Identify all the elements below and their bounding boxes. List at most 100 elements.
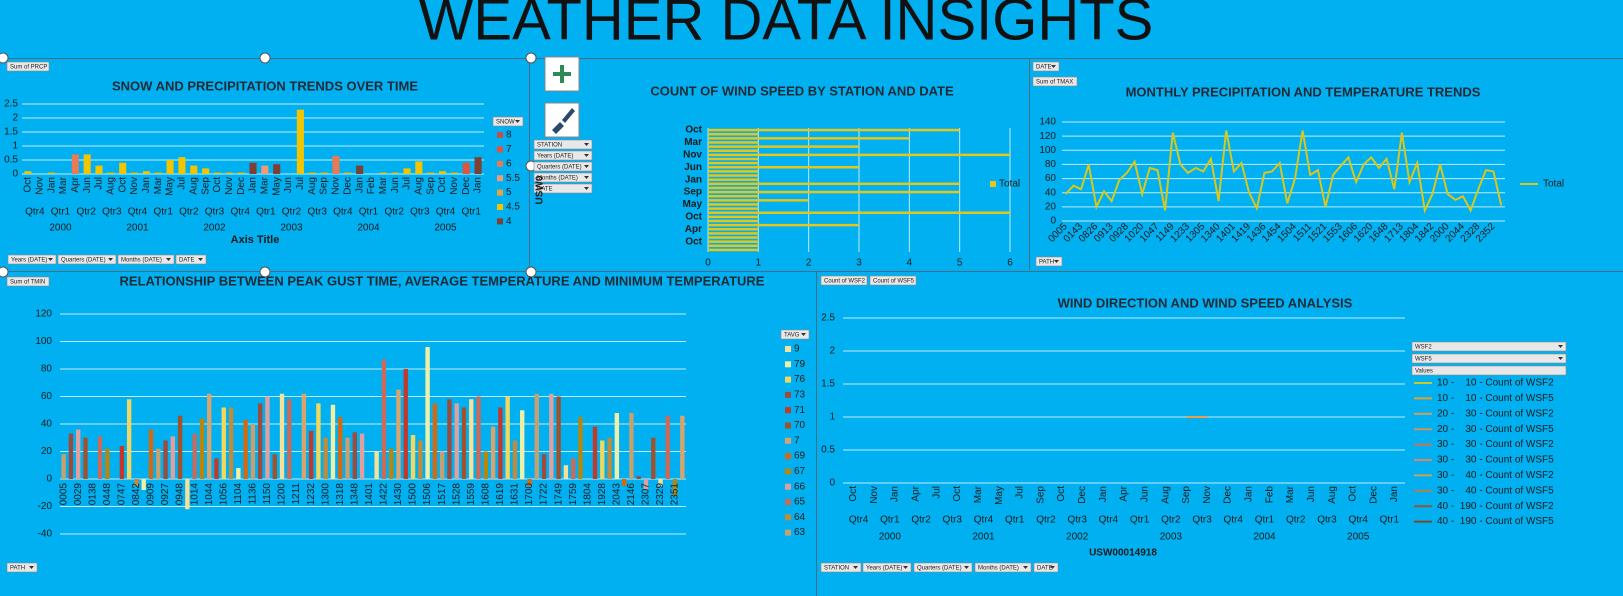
field-button-label[interactable]: STATION bbox=[537, 143, 562, 149]
bar bbox=[250, 424, 256, 479]
dropdown-arrow[interactable] bbox=[964, 566, 969, 569]
field-button[interactable] bbox=[57, 254, 117, 265]
bar bbox=[95, 165, 103, 174]
field-button-label[interactable]: SNOW bbox=[496, 120, 515, 126]
field-button[interactable] bbox=[6, 61, 50, 72]
bar bbox=[447, 399, 452, 479]
dropdown-arrow[interactable] bbox=[1050, 566, 1055, 569]
field-button[interactable] bbox=[1032, 76, 1078, 87]
field-button-label[interactable]: TAVG bbox=[784, 333, 800, 339]
field-button[interactable] bbox=[6, 276, 50, 287]
legend-label: 10 - 10 - Count of WSF5 bbox=[1437, 393, 1554, 404]
field-button[interactable] bbox=[117, 254, 175, 265]
dropdown-arrow[interactable] bbox=[853, 566, 858, 569]
field-button-label[interactable]: DATE bbox=[1037, 566, 1053, 572]
field-button-label[interactable]: Years (DATE) bbox=[537, 154, 573, 160]
field-button[interactable] bbox=[1032, 61, 1060, 72]
field-button[interactable] bbox=[1411, 353, 1567, 364]
field-button[interactable] bbox=[1033, 562, 1059, 573]
bar bbox=[425, 347, 430, 479]
field-button-label[interactable]: Months (DATE) bbox=[121, 258, 162, 264]
dropdown-arrow[interactable] bbox=[29, 566, 34, 569]
y-tick-label: 0.5 bbox=[821, 445, 835, 456]
field-button[interactable] bbox=[6, 562, 38, 573]
field-button[interactable] bbox=[869, 275, 917, 286]
x-tick-label: 1104 bbox=[233, 483, 244, 505]
dropdown-arrow[interactable] bbox=[108, 258, 113, 261]
dropdown-arrow[interactable] bbox=[801, 333, 806, 336]
bar bbox=[107, 172, 115, 174]
field-button-label[interactable]: Count of WSF2 bbox=[824, 279, 866, 285]
dropdown-arrow[interactable] bbox=[198, 258, 203, 261]
dropdown-arrow[interactable] bbox=[48, 258, 53, 261]
field-button[interactable] bbox=[533, 139, 593, 150]
field-button[interactable] bbox=[820, 562, 862, 573]
field-button-label[interactable]: WSF2 bbox=[1415, 345, 1432, 351]
y-tick-label: May bbox=[683, 199, 703, 210]
bar bbox=[708, 215, 759, 219]
field-button-label[interactable]: WSF5 bbox=[1415, 357, 1432, 363]
bar bbox=[665, 415, 670, 479]
field-button[interactable] bbox=[533, 183, 593, 194]
field-button[interactable] bbox=[533, 150, 593, 161]
field-button[interactable] bbox=[533, 172, 593, 183]
field-button-label[interactable]: PATH bbox=[1039, 260, 1054, 266]
field-button[interactable] bbox=[492, 116, 524, 127]
dropdown-arrow[interactable] bbox=[584, 176, 589, 179]
dropdown-arrow[interactable] bbox=[1558, 345, 1563, 348]
field-button[interactable] bbox=[913, 562, 973, 573]
field-button-label[interactable]: Years (DATE) bbox=[866, 566, 902, 572]
field-button-label[interactable]: Years (DATE) bbox=[11, 258, 47, 264]
dropdown-arrow[interactable] bbox=[903, 566, 908, 569]
field-button[interactable] bbox=[1411, 341, 1567, 352]
chart-style-button[interactable] bbox=[544, 102, 580, 138]
field-button[interactable] bbox=[533, 161, 593, 172]
dropdown-arrow[interactable] bbox=[515, 120, 520, 123]
dropdown-arrow[interactable] bbox=[1051, 65, 1056, 68]
dropdown-arrow[interactable] bbox=[166, 258, 171, 261]
dropdown-arrow[interactable] bbox=[584, 143, 589, 146]
field-button-label[interactable]: Quarters (DATE) bbox=[61, 258, 106, 264]
field-button-label[interactable]: Months (DATE) bbox=[537, 176, 578, 182]
field-button-label[interactable]: Quarters (DATE) bbox=[537, 165, 582, 171]
bar bbox=[708, 170, 759, 173]
field-button[interactable] bbox=[862, 562, 912, 573]
field-button[interactable] bbox=[1035, 256, 1063, 267]
field-button-label[interactable]: STATION bbox=[824, 566, 849, 572]
bar bbox=[708, 145, 859, 148]
x-tick-label: Jan bbox=[248, 177, 259, 193]
field-button[interactable] bbox=[780, 329, 810, 340]
field-button-label[interactable]: PATH bbox=[10, 566, 25, 572]
field-button-label[interactable]: Sum of TMIN bbox=[10, 280, 45, 286]
x-tick-label: 1506 bbox=[422, 483, 433, 506]
field-button-label[interactable]: DATE bbox=[1036, 65, 1052, 71]
x-tick-label: Sep bbox=[425, 177, 436, 195]
dropdown-arrow[interactable] bbox=[584, 154, 589, 157]
dropdown-arrow[interactable] bbox=[1054, 260, 1059, 263]
dropdown-arrow[interactable] bbox=[584, 187, 589, 190]
dropdown-arrow[interactable] bbox=[1558, 357, 1563, 360]
dropdown-arrow[interactable] bbox=[584, 165, 589, 168]
field-button[interactable] bbox=[7, 254, 57, 265]
add-chart-element-button[interactable] bbox=[544, 56, 580, 92]
field-button-label[interactable]: Sum of PRCP bbox=[10, 65, 47, 71]
bar bbox=[469, 399, 474, 479]
field-button-label[interactable]: Values bbox=[1415, 369, 1433, 375]
field-button-label[interactable]: DATE bbox=[537, 187, 553, 193]
dropdown-arrow[interactable] bbox=[1023, 566, 1028, 569]
legend-label: 5 bbox=[506, 187, 512, 198]
x-tick-label: Jan bbox=[1098, 486, 1109, 502]
field-button-label[interactable]: Sum of TMAX bbox=[1036, 80, 1073, 86]
field-button-label[interactable]: Quarters (DATE) bbox=[917, 566, 962, 572]
field-button[interactable] bbox=[974, 562, 1032, 573]
legend-label: 30 - 30 - Count of WSF2 bbox=[1437, 439, 1554, 450]
x-tick-label: 0448 bbox=[102, 483, 113, 506]
field-button-label[interactable]: Count of WSF5 bbox=[873, 279, 915, 285]
field-button[interactable] bbox=[175, 254, 207, 265]
field-button-label[interactable]: Months (DATE) bbox=[978, 566, 1019, 572]
field-button[interactable] bbox=[820, 275, 868, 286]
field-button[interactable] bbox=[1411, 365, 1567, 376]
bar bbox=[527, 479, 532, 486]
field-button-label[interactable]: DATE bbox=[179, 258, 195, 264]
